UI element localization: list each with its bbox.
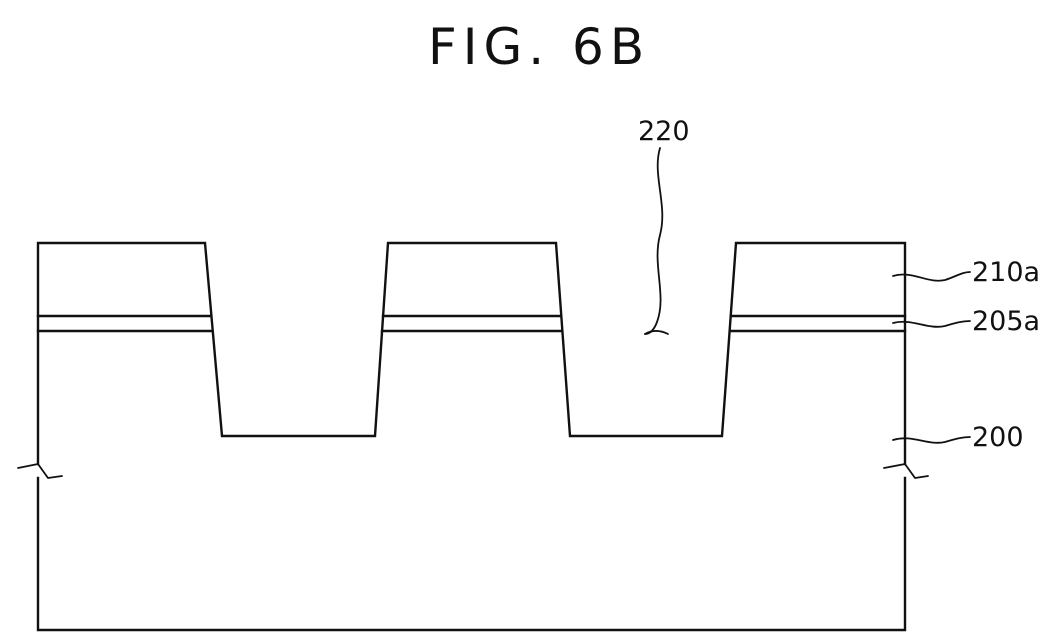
label-210a: 210a xyxy=(972,257,1040,288)
right-break-mark xyxy=(884,464,928,478)
label-200: 200 xyxy=(972,422,1024,453)
left-break-mark xyxy=(18,464,62,478)
pad-oxide-layer xyxy=(38,316,905,331)
substrate-outline xyxy=(38,243,905,630)
leader-line-220 xyxy=(645,148,662,334)
label-220: 220 xyxy=(638,116,690,147)
label-205a: 205a xyxy=(972,306,1040,337)
figure-title: FIG. 6B xyxy=(428,18,650,76)
